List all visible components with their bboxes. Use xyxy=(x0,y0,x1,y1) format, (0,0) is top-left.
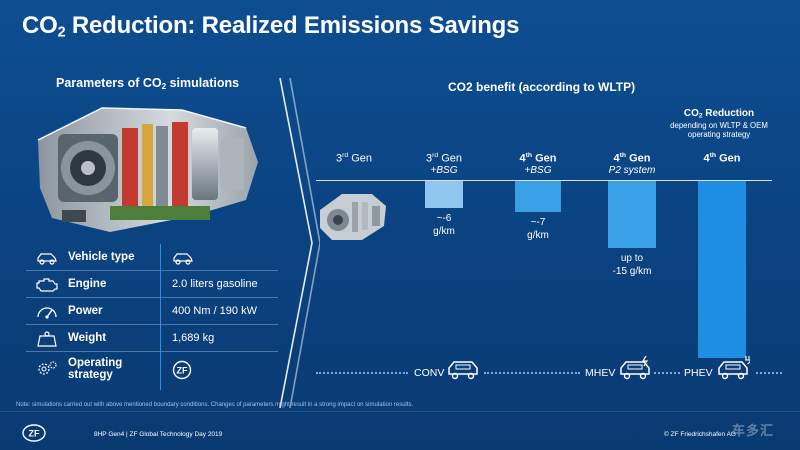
param-label: Weight xyxy=(68,332,107,344)
footer-event: 8HP Gen4 | ZF Global Technology Day 2019 xyxy=(94,431,223,438)
param-row-operating-strategy: Operating strategy ZF xyxy=(26,352,278,388)
param-value: 1,689 kg xyxy=(172,332,215,344)
column-header-sub: +BSG xyxy=(524,164,552,176)
column-header-gen: 4th Gen xyxy=(519,152,557,165)
param-value: 2.0 liters gasoline xyxy=(172,278,258,290)
simulation-note: Note: simulations carried out with above… xyxy=(16,402,414,408)
weight-icon xyxy=(37,331,57,347)
column-header-0: 3rd Gen xyxy=(316,150,392,165)
column-header-sub: +BSG xyxy=(430,164,458,176)
segment-line-phev-right xyxy=(756,372,782,374)
reduction-title: CO2 Reduction xyxy=(683,108,755,120)
segment-line-conv-left xyxy=(316,372,408,374)
zf-logo: ZF xyxy=(22,424,46,442)
bar-3 xyxy=(608,181,656,248)
parameters-title: Parameters of CO2 simulations xyxy=(56,76,240,92)
column-header-sub: P2 system xyxy=(608,164,656,176)
footer-divider xyxy=(0,411,800,412)
category-phev: PHEV xyxy=(684,367,713,379)
segment-line-mhev-phev xyxy=(654,372,680,374)
gears-icon xyxy=(38,361,57,375)
gauge-icon xyxy=(37,307,57,319)
column-header-1: 3rd Gen +BSG xyxy=(406,150,482,177)
bar-label-3: up to -15 g/km xyxy=(612,252,652,277)
watermark: 车多汇 xyxy=(732,423,775,438)
param-label: Engine xyxy=(68,278,107,290)
param-row-power: Power 400 Nm / 190 kW xyxy=(26,298,278,325)
engine-icon xyxy=(36,278,58,292)
bar-2 xyxy=(515,181,561,213)
parameters-table: Vehicle type Engine 2.0 liters gasoline … xyxy=(26,244,278,388)
column-header-gen: 3rd Gen xyxy=(335,152,373,165)
chart-title: CO2 benefit (according to WLTP) xyxy=(448,80,636,94)
bar-1 xyxy=(425,181,463,208)
param-row-vehicle-type: Vehicle type xyxy=(26,244,278,271)
param-row-engine: Engine 2.0 liters gasoline xyxy=(26,271,278,298)
column-header-gen: 4th Gen xyxy=(703,152,741,165)
bar-label-1: ~-6 g/km xyxy=(433,212,455,237)
reduction-subtitle: depending on WLTP & OEM operating strate… xyxy=(670,121,768,139)
car-outline-value-icon xyxy=(173,253,193,265)
svg-text:ZF: ZF xyxy=(29,429,40,439)
svg-text:ZF: ZF xyxy=(177,366,188,376)
parameters-divider xyxy=(160,244,161,390)
car-outline-icon xyxy=(37,253,57,265)
transmission-cutaway-image xyxy=(37,107,258,232)
chevron-divider-icon xyxy=(279,78,320,408)
bar-label-2: ~-7 g/km xyxy=(527,217,549,242)
car-icon xyxy=(448,361,478,380)
category-mhev: MHEV xyxy=(585,367,616,379)
chart-baseline xyxy=(316,180,772,181)
param-value: 400 Nm / 190 kW xyxy=(172,305,257,317)
column-header-3: 4th Gen P2 system xyxy=(594,150,670,177)
param-row-weight: Weight 1,689 kg xyxy=(26,325,278,352)
column-header-gen: 3rd Gen xyxy=(425,152,463,165)
bar-4th-gen-phev xyxy=(698,181,746,358)
small-transmission-image xyxy=(320,194,386,240)
column-header-2: 4th Gen +BSG xyxy=(500,150,576,177)
car-plug-in-icon xyxy=(718,356,750,380)
footer-copyright: © ZF Friedrichshafen AG xyxy=(664,431,736,438)
param-label: Power xyxy=(68,305,103,317)
slide-title: CO2 Reduction: Realized Emissions Saving… xyxy=(22,12,520,41)
zf-badge-icon: ZF xyxy=(172,360,192,380)
column-header-gen: 4th Gen xyxy=(613,152,651,165)
category-conv: CONV xyxy=(414,367,445,379)
car-mild-hybrid-icon xyxy=(620,356,650,380)
column-header-4: 4th Gen xyxy=(684,150,760,165)
segment-line-conv-mhev xyxy=(484,372,580,374)
param-label: Vehicle type xyxy=(68,251,135,263)
param-label: Operating strategy xyxy=(68,357,123,381)
